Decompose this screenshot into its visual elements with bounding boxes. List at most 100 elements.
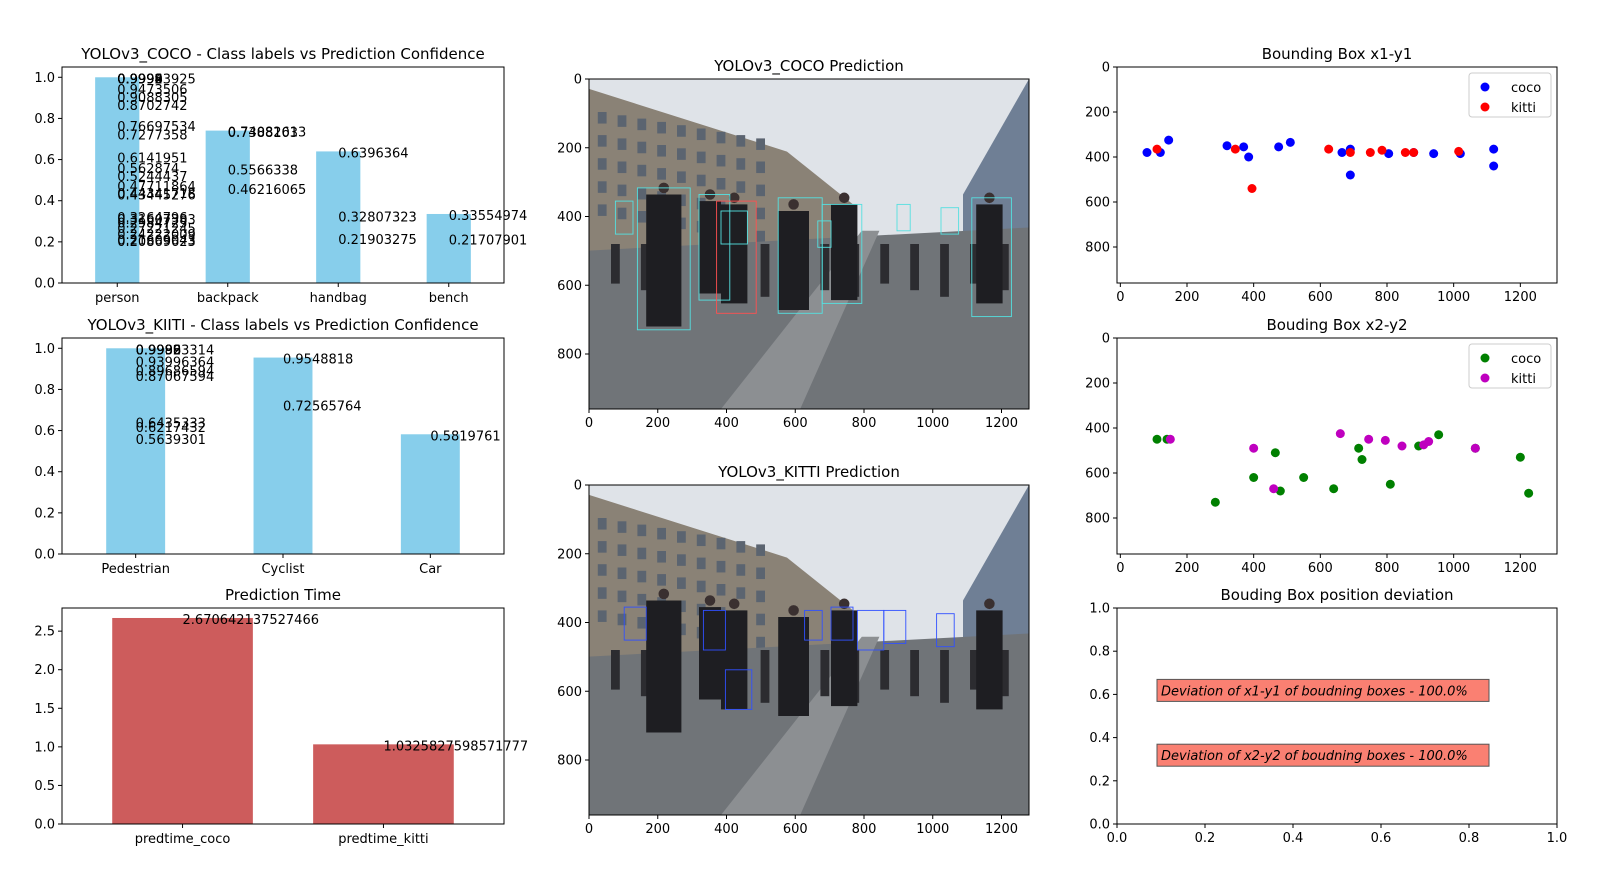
y-tick-label: 0.2	[34, 506, 55, 521]
deviation-box	[1156, 678, 1490, 702]
axes-frame	[1116, 337, 1558, 555]
data-label: 0.562874	[117, 162, 179, 177]
window	[677, 125, 686, 137]
window	[617, 115, 627, 127]
data-label: 0.9999	[117, 72, 163, 87]
deviation-text: Deviation of x1-y1 of boudning boxes - 1…	[1161, 684, 1468, 699]
scatter-point-coco	[1384, 149, 1394, 159]
scatter-point-kitti	[1335, 429, 1345, 439]
chart-coco-image: 0 200 400 600 800 1000 1200 0 200 400 600 800 YOLOv3…	[557, 57, 1030, 431]
window	[657, 121, 666, 134]
data-label: 0.5566338	[228, 163, 298, 178]
data-label: 0.9992	[136, 343, 182, 358]
window	[617, 207, 627, 220]
data-label: 0.6435333	[136, 417, 206, 432]
y-tick-label: 1.0	[1089, 602, 1110, 617]
data-label: 0.9473506	[117, 83, 187, 98]
scatter-point-kitti	[1377, 145, 1387, 155]
scatter-point-coco	[1337, 148, 1347, 157]
scatter-point-kitti	[1470, 443, 1480, 453]
legend-marker	[1480, 102, 1490, 112]
window	[696, 580, 706, 593]
data-label: 0.72565764	[283, 400, 362, 415]
window	[756, 544, 765, 556]
pedestrian	[699, 607, 721, 700]
window	[696, 174, 706, 187]
y-tick-label: 0.4	[34, 194, 55, 209]
chart-title: YOLOv3_KIITI - Class labels vs Predictio…	[86, 316, 478, 335]
scatter-point-kitti	[1364, 434, 1374, 444]
bar	[253, 357, 313, 554]
chart-bbox-x1y1: 0 200 400 600 800 1000 1200 0 200 400 600 800 Boundi…	[1085, 45, 1558, 305]
deviation-box	[1156, 743, 1490, 767]
y-tick-label: 0	[1102, 61, 1110, 76]
window	[637, 211, 647, 223]
window	[736, 541, 746, 553]
scatter-point-coco	[1285, 137, 1295, 147]
pedestrian	[699, 201, 721, 294]
scatter-point-kitti	[1345, 148, 1355, 157]
y-tick-label: 400	[1085, 151, 1110, 166]
x-tick-label: 800	[1375, 290, 1400, 305]
x-tick-label: 400	[714, 822, 739, 837]
detection-box	[716, 200, 757, 314]
scatter-point-coco	[1249, 473, 1259, 482]
window	[716, 584, 726, 596]
legend-label: coco	[1511, 352, 1541, 367]
window	[677, 554, 686, 566]
data-label: 0.6396364	[338, 146, 408, 161]
bar	[205, 130, 250, 283]
window	[617, 544, 627, 556]
x-tick-label: 0.4	[1283, 831, 1304, 846]
y-tick-label: 0.8	[34, 383, 55, 398]
crowd-person	[640, 244, 650, 291]
x-tick-label: 0	[585, 822, 593, 837]
scatter-point-coco	[1274, 142, 1284, 152]
detection-box	[940, 207, 960, 235]
axes-frame	[61, 337, 505, 555]
pedestrian	[976, 204, 1003, 304]
crowd-person	[999, 244, 1009, 291]
x-tick-label: 600	[1308, 290, 1333, 305]
category-label: backpack	[197, 291, 259, 306]
pedestrian	[646, 600, 682, 733]
street-photo	[589, 79, 1029, 409]
y-tick-label: 0.4	[1089, 731, 1110, 746]
data-label: 0.74082613	[228, 126, 307, 141]
pedestrian	[976, 610, 1003, 710]
scatter-point-coco	[1270, 448, 1280, 458]
window	[617, 161, 627, 174]
data-label: 0.32807323	[338, 211, 417, 226]
window	[716, 178, 726, 190]
window	[756, 184, 765, 197]
detection-box	[821, 203, 863, 304]
pedestrian-head	[728, 598, 740, 610]
y-tick-label: 400	[557, 210, 582, 225]
scatter-point-coco	[1357, 455, 1367, 464]
window	[597, 587, 607, 599]
window	[677, 531, 686, 543]
scatter-point-coco	[1299, 473, 1309, 482]
deviation-text: Deviation of x2-y2 of boudning boxes - 1…	[1161, 749, 1468, 764]
crowd-person	[970, 244, 979, 284]
y-tick-label: 0.0	[34, 818, 55, 833]
y-tick-label: 1.0	[34, 342, 55, 357]
data-label: 0.9988	[136, 344, 182, 359]
x-tick-label: 0.8	[1459, 831, 1480, 846]
legend	[1468, 343, 1552, 389]
data-label: 0.21609043	[117, 234, 196, 249]
x-tick-label: 1200	[985, 822, 1018, 837]
window	[696, 534, 706, 547]
scatter-point-kitti	[1324, 144, 1334, 154]
pedestrian-head	[984, 598, 995, 610]
window	[657, 145, 666, 157]
scatter-point-kitti	[1165, 434, 1175, 444]
window	[617, 613, 627, 626]
y-tick-label: 2.5	[34, 625, 55, 640]
window	[597, 518, 607, 530]
y-tick-label: 800	[1085, 241, 1110, 256]
chart-title: Bouding Box x2-y2	[1266, 316, 1407, 334]
scatter-point-kitti	[1380, 435, 1390, 445]
y-tick-label: 600	[1085, 467, 1110, 482]
data-label: 0.9998	[117, 72, 163, 87]
